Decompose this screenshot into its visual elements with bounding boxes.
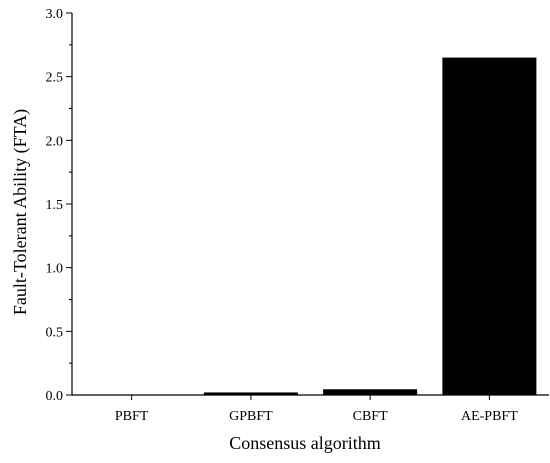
x-axis-title: Consensus algorithm — [229, 433, 381, 453]
x-axis: PBFT GPBFT CBFT AE-PBFT — [72, 394, 549, 424]
x-tick-label: GPBFT — [229, 409, 273, 424]
x-tick-label: PBFT — [115, 409, 149, 424]
y-tick-label: 1.0 — [46, 262, 64, 277]
plot-area — [203, 57, 537, 396]
bar-gpbft — [203, 392, 298, 395]
bar-cbft — [323, 389, 418, 395]
y-axis: 0.0 0.5 1.0 1.5 2.0 2.5 3.0 — [46, 7, 73, 404]
y-tick-label: 3.0 — [46, 7, 64, 22]
y-axis-title: Fault-Tolerant Ability (FTA) — [10, 109, 31, 315]
y-tick-label: 1.5 — [46, 198, 64, 213]
y-tick-label: 2.0 — [46, 134, 64, 149]
y-tick-label: 0.0 — [46, 389, 64, 404]
y-tick-label: 0.5 — [46, 325, 64, 340]
x-tick-label: AE-PBFT — [461, 409, 518, 424]
bar-ae-pbft — [442, 57, 537, 396]
y-tick-label: 2.5 — [46, 71, 64, 86]
x-tick-label: CBFT — [353, 409, 388, 424]
